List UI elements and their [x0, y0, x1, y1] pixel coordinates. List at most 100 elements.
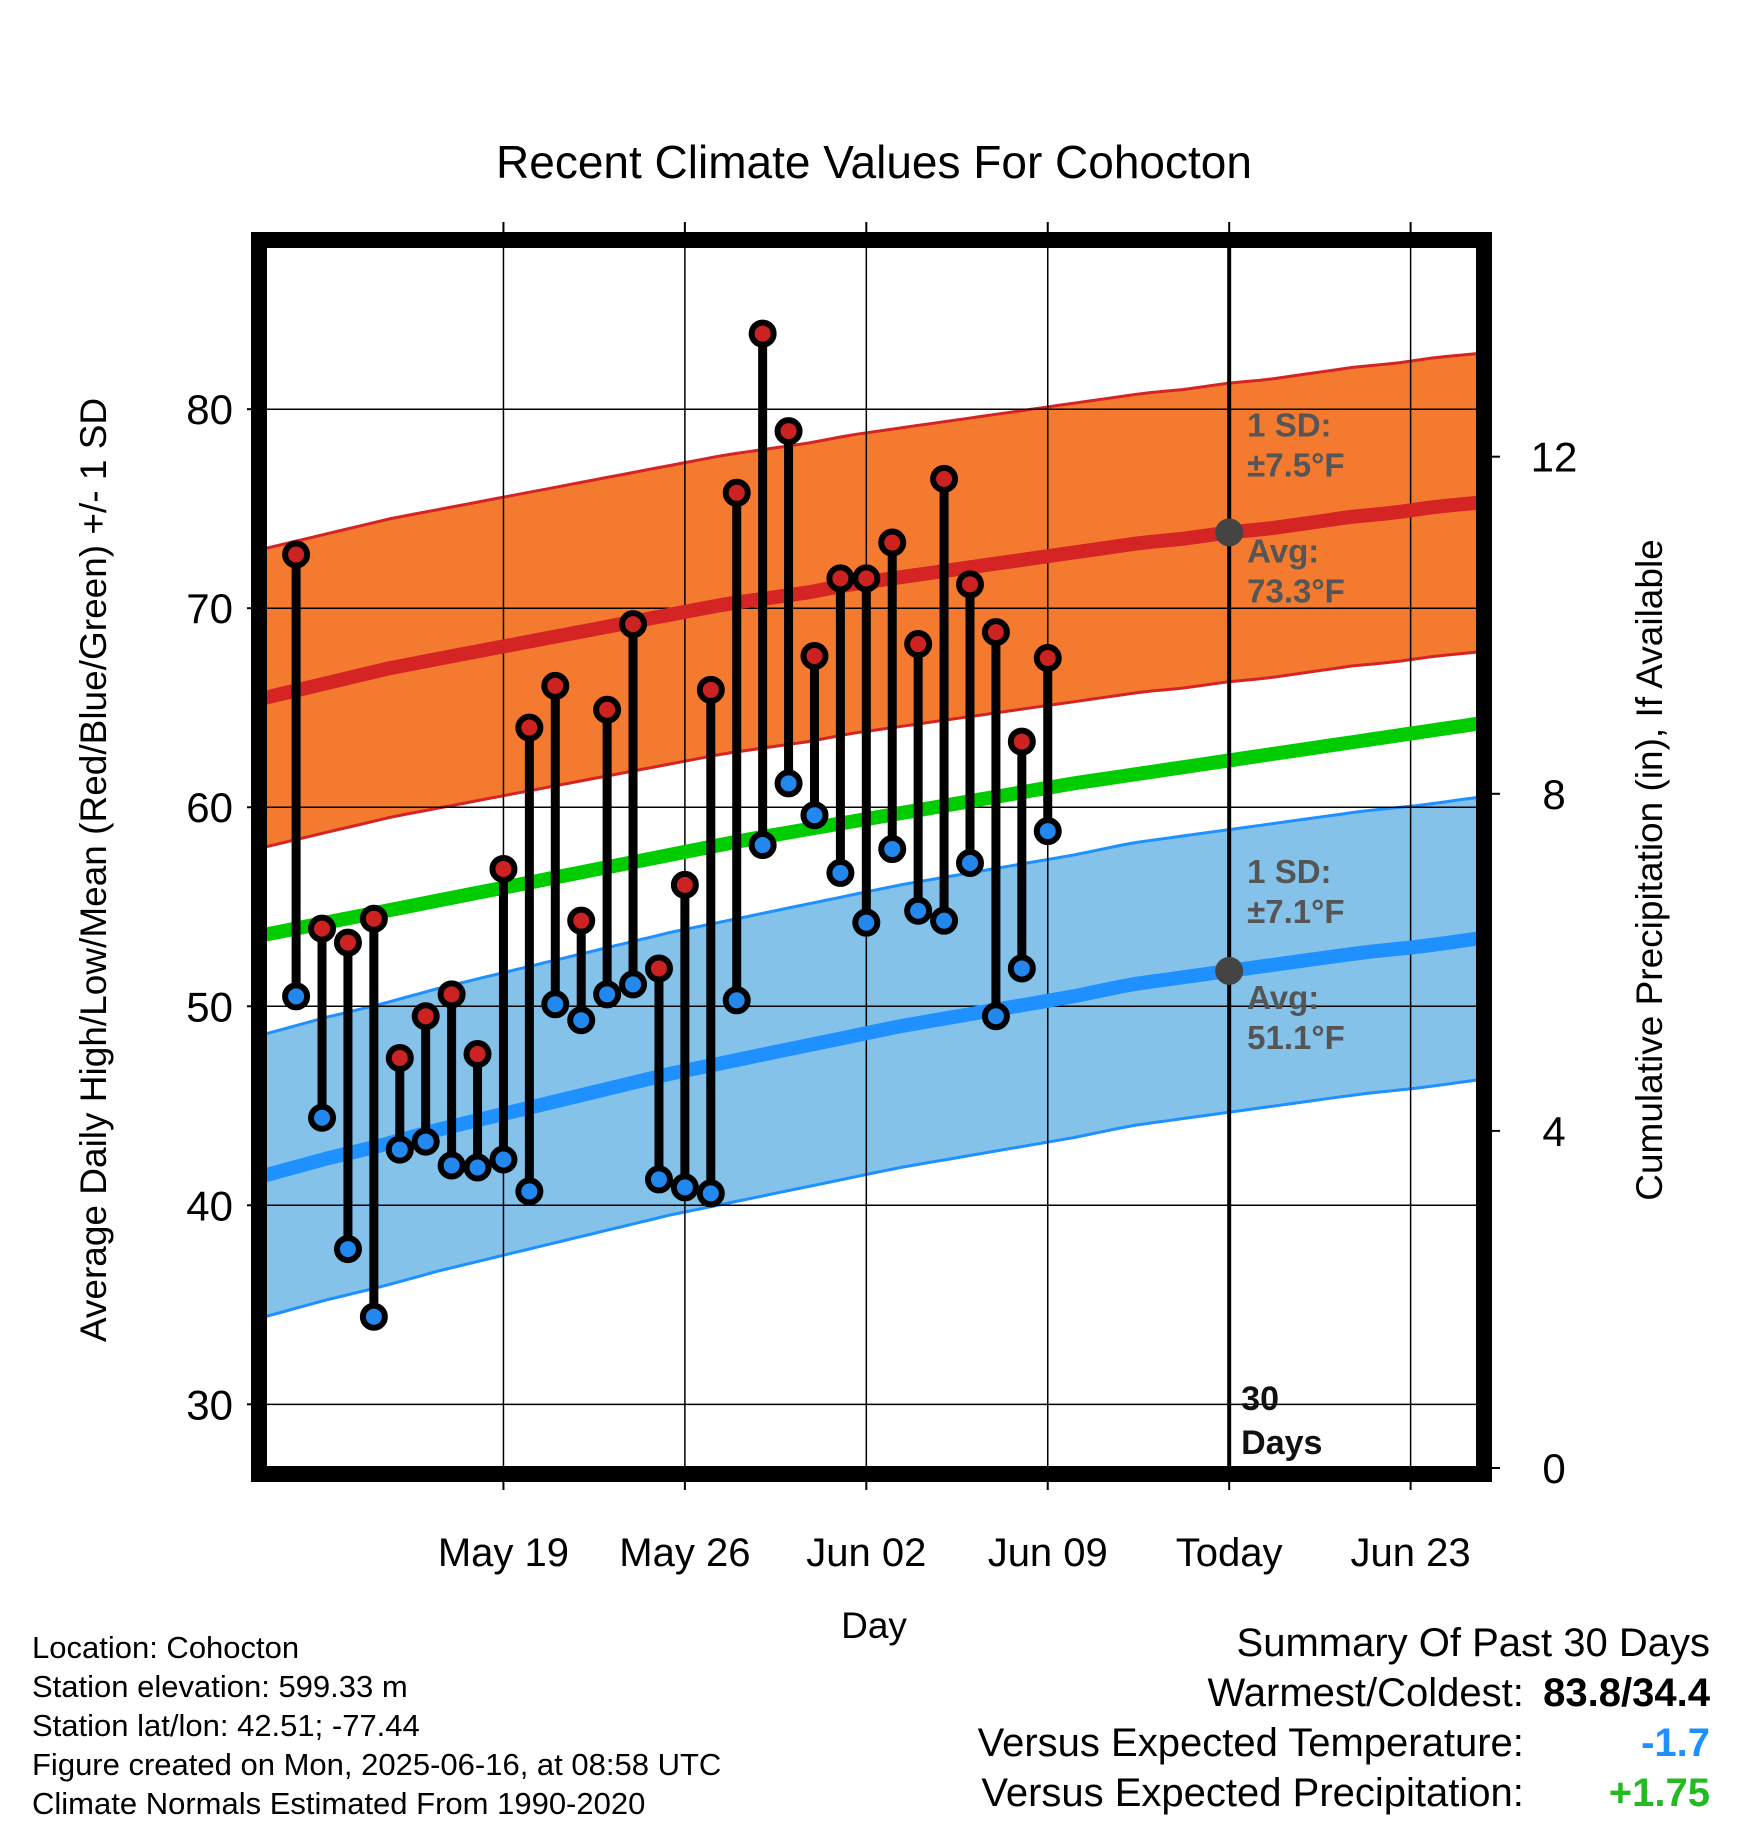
low-sd-label: 1 SD: [1247, 853, 1331, 890]
precip-value: +1.75 [1608, 1771, 1710, 1815]
plot-inner [265, 246, 1478, 1468]
obs-high-point [567, 906, 596, 935]
obs-low-point [308, 1103, 337, 1132]
obs-high-point [333, 928, 362, 957]
low-avg-label: Avg: [1247, 979, 1319, 1016]
normal-low-line [265, 931, 1478, 1183]
info-latlon: Station lat/lon: 42.51; -77.44 [32, 1708, 420, 1743]
y-tick-label: 80 [186, 386, 233, 433]
obs-high-point [593, 695, 622, 724]
high-avg-label: Avg: [1247, 532, 1319, 569]
summary-precip-row: Versus Expected Precipitation: +1.75 [978, 1768, 1710, 1818]
y-tick-label: 70 [186, 585, 233, 632]
obs-low-point [800, 801, 829, 830]
plot-frame [251, 232, 1492, 1482]
station-info: Location: Cohocton Station elevation: 59… [32, 1628, 721, 1823]
y-axis-label: Average Daily High/Low/Mean (Red/Blue/Gr… [73, 398, 114, 1342]
today-low-avg-marker [1215, 956, 1244, 985]
obs-high-point [1033, 643, 1062, 672]
obs-low-point [567, 1006, 596, 1035]
summary-panel: Summary Of Past 30 Days Warmest/Coldest:… [978, 1618, 1710, 1818]
obs-low-point [904, 896, 933, 925]
x-tick-label: May 19 [438, 1531, 569, 1575]
obs-high-point [644, 954, 673, 983]
chart-title: Recent Climate Values For Cohocton [496, 136, 1252, 188]
low-sd-lower-line [265, 1078, 1478, 1319]
info-location: Location: Cohocton [32, 1630, 300, 1665]
obs-high-point [748, 319, 777, 348]
window-label-number: 30 [1241, 1380, 1279, 1418]
y2-tick-label: 12 [1531, 434, 1578, 481]
obs-low-point [385, 1135, 414, 1164]
x-tick-label: May 26 [619, 1531, 750, 1575]
obs-high-point [359, 904, 388, 933]
summary-temp-row: Versus Expected Temperature: -1.7 [978, 1718, 1710, 1768]
obs-low-point [826, 858, 855, 887]
obs-low-point [619, 970, 648, 999]
high-sd-lower-line [265, 650, 1478, 849]
y-tick-label: 50 [186, 983, 233, 1030]
obs-high-point [774, 417, 803, 446]
obs-high-point [696, 675, 725, 704]
info-created: Figure created on Mon, 2025-06-16, at 08… [32, 1747, 722, 1782]
obs-low-point [955, 848, 984, 877]
obs-low-point [1007, 954, 1036, 983]
obs-low-point [644, 1165, 673, 1194]
obs-high-point [385, 1044, 414, 1073]
obs-low-point [722, 986, 751, 1015]
high-sd-label: 1 SD: [1247, 406, 1331, 443]
low-sd-value: ±7.1°F [1247, 893, 1344, 930]
y-tick-label: 60 [186, 784, 233, 831]
low-avg-value: 51.1°F [1247, 1019, 1345, 1056]
y2-tick-label: 8 [1542, 771, 1565, 818]
obs-high-point [904, 630, 933, 659]
obs-high-point [878, 528, 907, 557]
x-axis-label: Day [841, 1605, 907, 1646]
obs-high-point [463, 1040, 492, 1069]
obs-high-point [437, 980, 466, 1009]
warm-cold-label: Warmest/Coldest: [1207, 1671, 1524, 1715]
obs-high-point [515, 713, 544, 742]
obs-low-point [670, 1173, 699, 1202]
obs-high-point [930, 464, 959, 493]
obs-high-point [852, 564, 881, 593]
obs-low-point [411, 1127, 440, 1156]
obs-low-point [282, 982, 311, 1011]
high-sd-band [265, 353, 1478, 847]
obs-low-point [981, 1002, 1010, 1031]
summary-title: Summary Of Past 30 Days [1236, 1621, 1710, 1665]
low-sd-band [265, 797, 1478, 1317]
y2-axis-label: Cumulative Precipitation (in), If Availa… [1629, 539, 1670, 1201]
obs-high-point [308, 914, 337, 943]
obs-high-point [670, 870, 699, 899]
obs-low-point [437, 1151, 466, 1180]
y-tick-label: 40 [186, 1182, 233, 1229]
precip-label: Versus Expected Precipitation: [981, 1771, 1524, 1815]
obs-low-point [878, 835, 907, 864]
obs-low-point [333, 1235, 362, 1264]
today-high-avg-marker [1215, 518, 1244, 547]
y-tick-label: 30 [186, 1381, 233, 1428]
x-tick-label: Today [1176, 1531, 1283, 1575]
temp-label: Versus Expected Temperature: [977, 1721, 1524, 1765]
obs-low-point [359, 1302, 388, 1331]
obs-high-point [282, 540, 311, 569]
obs-high-point [1007, 727, 1036, 756]
obs-low-point [541, 990, 570, 1019]
obs-low-point [696, 1179, 725, 1208]
obs-low-point [463, 1153, 492, 1182]
high-sd-value: ±7.5°F [1247, 446, 1344, 483]
obs-high-point [981, 618, 1010, 647]
window-label-days: Days [1241, 1424, 1322, 1462]
obs-high-point [619, 610, 648, 639]
obs-high-point [411, 1002, 440, 1031]
obs-high-point [955, 570, 984, 599]
x-tick-label: Jun 09 [988, 1531, 1108, 1575]
obs-high-point [489, 854, 518, 883]
obs-high-point [800, 641, 829, 670]
summary-warm-cold-row: Warmest/Coldest: 83.8/34.4 [978, 1668, 1711, 1718]
x-tick-label: Jun 23 [1351, 1531, 1471, 1575]
warm-cold-value: 83.8/34.4 [1543, 1671, 1710, 1715]
info-elevation: Station elevation: 599.33 m [32, 1669, 408, 1704]
